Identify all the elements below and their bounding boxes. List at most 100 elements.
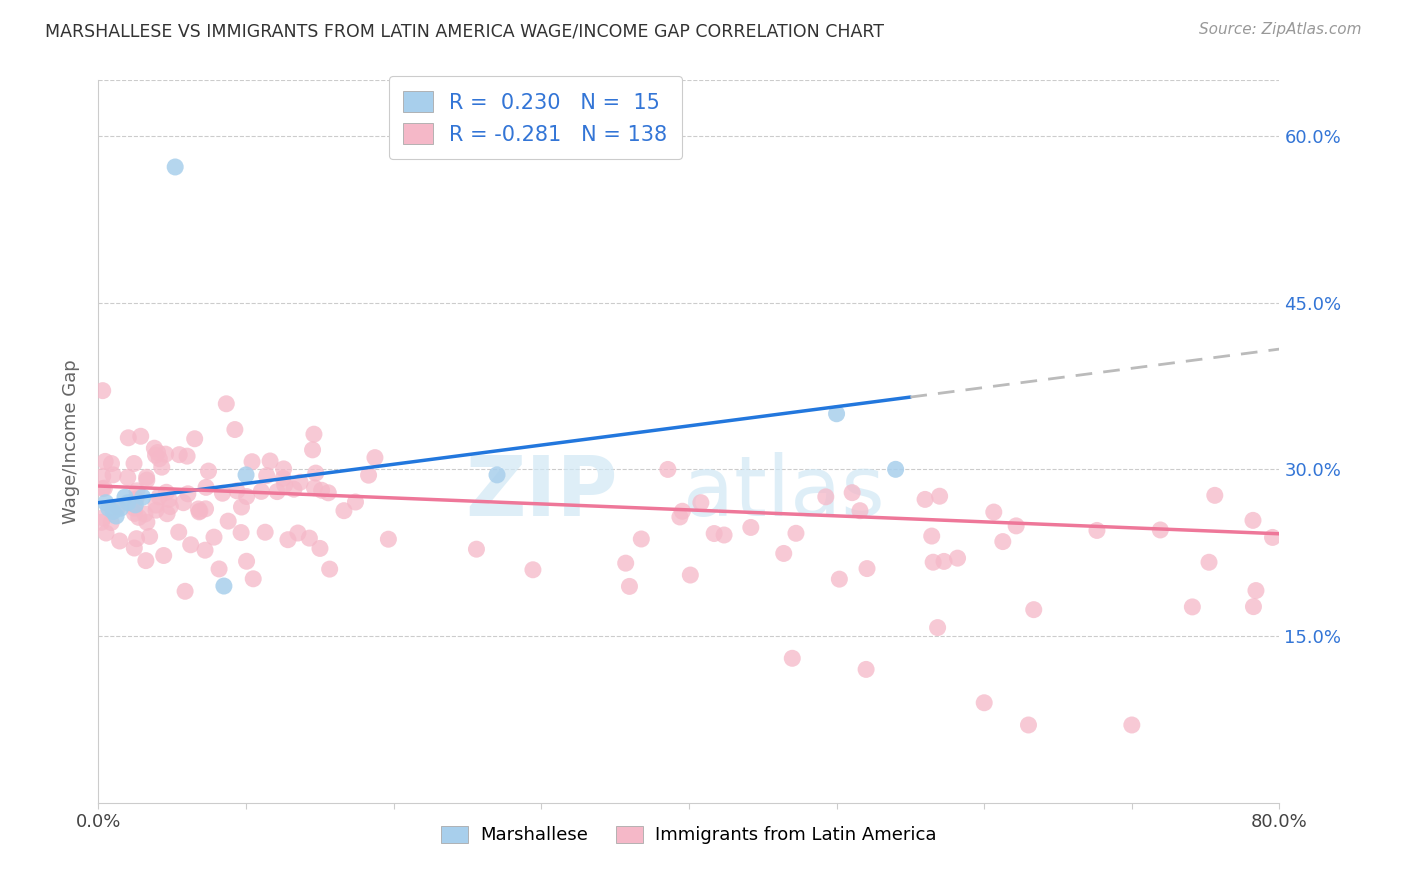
Point <box>614 556 637 570</box>
Point <box>288 475 311 490</box>
Point <box>155 447 177 461</box>
Point <box>128 510 150 524</box>
Point <box>226 483 249 498</box>
Point <box>271 471 294 485</box>
Point <box>91 384 114 398</box>
Point <box>309 541 332 556</box>
Point <box>194 501 217 516</box>
Point <box>266 484 288 499</box>
Point <box>922 555 945 569</box>
Point <box>671 504 693 518</box>
Point <box>273 478 295 492</box>
Point <box>231 500 253 514</box>
Point <box>90 515 112 529</box>
Point <box>135 554 157 568</box>
Point <box>187 502 209 516</box>
Point <box>914 492 936 507</box>
Point <box>117 496 139 510</box>
Point <box>91 482 114 496</box>
Point <box>522 563 544 577</box>
Point <box>132 490 155 504</box>
Point <box>217 514 239 528</box>
Point <box>855 662 877 676</box>
Point <box>129 429 152 443</box>
Point <box>921 529 943 543</box>
Point <box>311 483 333 498</box>
Point <box>298 531 321 545</box>
Point <box>174 584 197 599</box>
Text: ZIP: ZIP <box>465 451 619 533</box>
Point <box>946 551 969 566</box>
Point <box>208 562 231 576</box>
Point <box>1121 718 1143 732</box>
Point <box>91 510 114 524</box>
Point <box>122 457 145 471</box>
Point <box>197 464 219 478</box>
Point <box>1243 599 1265 614</box>
Point <box>318 562 340 576</box>
Point <box>124 498 146 512</box>
Point <box>856 561 879 575</box>
Point <box>177 487 200 501</box>
Point <box>152 549 174 563</box>
Point <box>135 470 157 484</box>
Point <box>785 526 807 541</box>
Point <box>215 397 238 411</box>
Point <box>669 510 692 524</box>
Point <box>1198 555 1220 569</box>
Text: MARSHALLESE VS IMMIGRANTS FROM LATIN AMERICA WAGE/INCOME GAP CORRELATION CHART: MARSHALLESE VS IMMIGRANTS FROM LATIN AME… <box>45 22 884 40</box>
Point <box>254 525 277 540</box>
Point <box>157 492 180 507</box>
Point <box>124 501 146 516</box>
Point <box>110 501 132 516</box>
Point <box>305 466 328 480</box>
Point <box>188 504 211 518</box>
Point <box>155 485 177 500</box>
Point <box>165 160 187 174</box>
Point <box>1022 602 1045 616</box>
Point <box>1018 718 1040 732</box>
Point <box>235 554 257 568</box>
Point <box>304 481 326 495</box>
Point <box>107 500 129 515</box>
Point <box>135 473 157 487</box>
Point <box>117 470 139 484</box>
Point <box>93 481 115 495</box>
Point <box>124 541 146 555</box>
Point <box>176 449 198 463</box>
Point <box>928 489 950 503</box>
Point <box>973 696 995 710</box>
Point <box>1085 524 1108 538</box>
Point <box>145 503 167 517</box>
Point <box>1149 523 1171 537</box>
Point <box>134 507 156 521</box>
Point <box>125 532 148 546</box>
Point <box>94 496 117 510</box>
Point <box>465 542 488 557</box>
Point <box>211 486 233 500</box>
Point <box>145 448 167 462</box>
Point <box>364 450 387 465</box>
Point <box>94 454 117 468</box>
Point <box>188 505 211 519</box>
Point <box>145 498 167 512</box>
Legend: Marshallese, Immigrants from Latin America: Marshallese, Immigrants from Latin Ameri… <box>434 818 943 852</box>
Point <box>167 525 190 540</box>
Point <box>983 505 1005 519</box>
Point <box>240 455 263 469</box>
Point <box>630 532 652 546</box>
Point <box>114 490 136 504</box>
Point <box>772 546 794 560</box>
Point <box>287 526 309 541</box>
Point <box>283 482 305 496</box>
Point <box>825 407 848 421</box>
Point <box>148 490 170 504</box>
Point <box>1244 583 1267 598</box>
Point <box>316 485 339 500</box>
Point <box>703 526 725 541</box>
Point <box>183 432 205 446</box>
Point <box>1181 599 1204 614</box>
Point <box>229 525 252 540</box>
Point <box>679 568 702 582</box>
Point <box>100 457 122 471</box>
